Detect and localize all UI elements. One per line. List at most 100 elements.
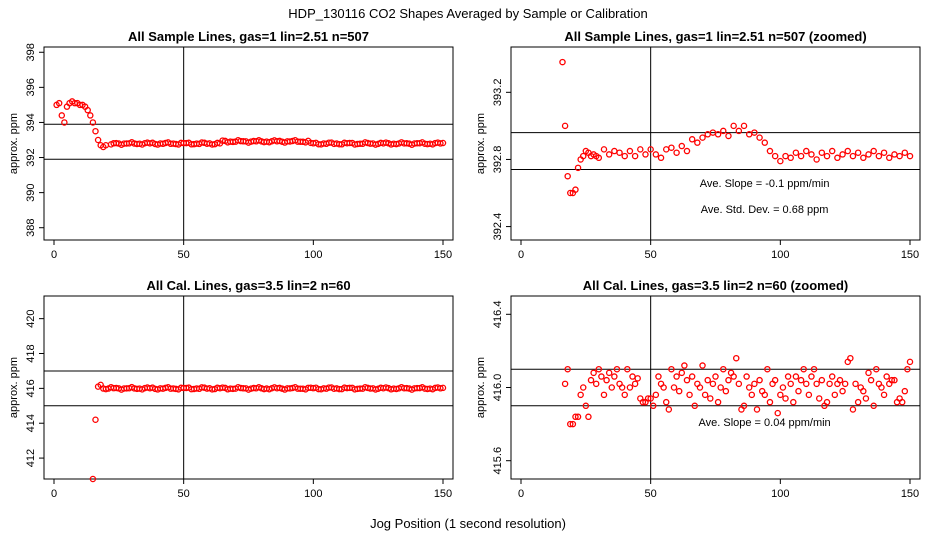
data-point [841, 380, 849, 388]
data-point [771, 376, 779, 384]
data-point [590, 369, 597, 377]
data-point [901, 387, 909, 395]
data-point [92, 416, 99, 423]
data-point [777, 391, 784, 399]
data-point [600, 391, 608, 399]
data-point [831, 391, 839, 399]
data-point [745, 384, 753, 391]
data-point [774, 409, 781, 417]
data-point [618, 384, 626, 391]
x-tick-label: 0 [51, 249, 57, 261]
data-point [709, 380, 717, 388]
data-point [860, 154, 867, 162]
data-point [823, 152, 831, 160]
data-point [878, 384, 885, 391]
data-point [743, 373, 750, 380]
data-point [730, 122, 737, 130]
data-point [439, 139, 447, 147]
data-point [854, 398, 862, 406]
data-point [883, 373, 890, 380]
data-point [561, 380, 569, 388]
data-point [665, 406, 673, 413]
data-point [771, 152, 779, 160]
data-point [598, 373, 605, 380]
data-point [694, 139, 701, 146]
data-point [660, 384, 667, 391]
data-point [805, 391, 813, 399]
y-axis-label: approx. ppm [8, 357, 20, 418]
data-point [834, 154, 841, 162]
data-point [891, 376, 898, 384]
y-tick-label: 416 [25, 379, 37, 397]
data-point [574, 413, 582, 421]
data-point [849, 406, 857, 413]
data-point [896, 152, 903, 160]
y-tick-label: 392.8 [492, 146, 504, 174]
data-point [854, 149, 862, 156]
data-point [761, 139, 769, 146]
x-tick-label: 150 [434, 488, 452, 500]
data-point [688, 373, 696, 380]
x-tick-label: 150 [901, 249, 919, 261]
data-point [844, 147, 852, 155]
data-point [865, 151, 872, 158]
data-point [572, 413, 579, 421]
data-point [839, 151, 846, 158]
data-point [561, 122, 569, 130]
data-point [668, 144, 675, 151]
data-point [55, 99, 63, 107]
x-tick-label: 100 [771, 488, 789, 500]
y-axis-label: approx. ppm [8, 113, 20, 174]
data-point [828, 147, 836, 155]
data-point [740, 402, 748, 410]
data-point [572, 186, 579, 193]
data-point [681, 362, 688, 369]
data-point [564, 172, 571, 180]
data-point [626, 384, 634, 391]
data-point [740, 122, 748, 130]
data-point [626, 147, 634, 155]
data-point [712, 373, 719, 380]
data-point [574, 164, 582, 172]
y-tick-label: 416.4 [492, 301, 504, 329]
data-point [631, 380, 639, 388]
data-point [818, 149, 826, 156]
data-point [652, 151, 660, 158]
x-tick-label: 50 [178, 249, 190, 261]
data-point [611, 373, 618, 380]
data-point [756, 376, 763, 384]
data-point [795, 387, 802, 395]
data-point [756, 134, 763, 141]
data-point [686, 391, 693, 399]
data-point [735, 127, 743, 135]
data-point [818, 376, 826, 384]
data-point [437, 385, 444, 392]
data-point [683, 376, 691, 384]
data-point [621, 152, 628, 160]
data-point [764, 365, 771, 373]
data-point [782, 395, 789, 402]
data-point [901, 149, 909, 156]
y-tick-label: 420 [25, 309, 37, 327]
x-tick-label: 50 [178, 488, 190, 500]
data-point [613, 365, 621, 373]
data-point [61, 119, 68, 126]
data-point [634, 375, 641, 382]
data-point [906, 358, 914, 366]
data-point [880, 149, 888, 156]
figure-title: HDP_130116 CO2 Shapes Averaged by Sample… [288, 6, 647, 21]
data-point [725, 132, 732, 140]
data-point [904, 365, 911, 373]
data-point [880, 391, 888, 399]
data-point [595, 365, 603, 373]
y-axis-label: approx. ppm [475, 357, 487, 418]
y-tick-label: 418 [25, 344, 37, 362]
data-point [782, 152, 789, 160]
data-point [865, 369, 872, 377]
data-point [847, 354, 854, 362]
y-tick-label: 388 [25, 219, 37, 237]
data-point [595, 154, 603, 162]
data-point [779, 384, 787, 391]
data-point [792, 373, 800, 380]
panel-title: All Cal. Lines, gas=3.5 lin=2 n=60 (zoom… [583, 278, 849, 293]
